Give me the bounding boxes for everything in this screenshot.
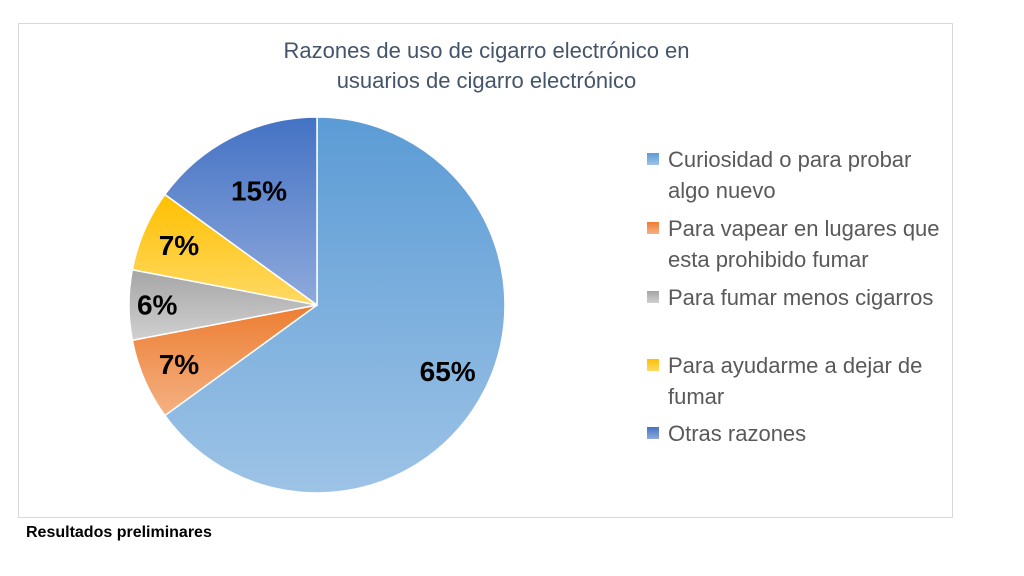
legend-label-line: fumar <box>668 384 725 409</box>
legend-label: Curiosidad o para probar algo nuevo <box>668 144 911 206</box>
legend-label-line: esta prohibido fumar <box>668 247 869 272</box>
legend-label-line: algo nuevo <box>668 178 776 203</box>
footnote: Resultados preliminares <box>26 524 212 541</box>
data-label-2: 7% <box>159 349 200 380</box>
chart-frame: Razones de uso de cigarro electrónico en… <box>18 23 953 518</box>
legend-label: Para ayudarme a dejar de fumar <box>668 350 922 412</box>
legend-label-line: Otras razones <box>668 421 807 446</box>
data-label-3: 6% <box>137 290 178 321</box>
data-label-5: 15% <box>231 176 287 207</box>
legend-label: Para vapear en lugares que esta prohibido… <box>668 213 940 275</box>
pie-slice-5 <box>163 116 318 307</box>
legend-swatch <box>647 427 659 439</box>
legend-label-line: Para vapear en lugares que <box>668 216 940 241</box>
legend-label-line: Curiosidad o para probar <box>668 147 912 172</box>
chart-title-line-1: Razones de uso de cigarro electrónico en <box>283 38 690 63</box>
data-label-4: 7% <box>159 230 200 261</box>
pie-chart: 65% 7% 6% 7% 15% <box>128 116 506 494</box>
legend-swatch <box>647 222 659 234</box>
legend-label: Otras razones <box>668 418 806 449</box>
chart-title: Razones de uso de cigarro electrónico en… <box>19 36 954 96</box>
legend-swatch <box>647 291 659 303</box>
legend-swatch <box>647 153 659 165</box>
legend-label-line: Para fumar menos cigarros <box>668 285 934 310</box>
legend-label-line: Para ayudarme a dejar de <box>668 353 923 378</box>
legend-item-3: Para fumar menos cigarros <box>647 282 933 313</box>
legend-label: Para fumar menos cigarros <box>668 282 933 313</box>
legend-item-2: Para vapear en lugares que esta prohibido… <box>647 213 940 275</box>
legend-item-1: Curiosidad o para probar algo nuevo <box>647 144 911 206</box>
legend-swatch <box>647 359 659 371</box>
pie-slice-1 <box>163 116 506 494</box>
chart-title-line-2: usuarios de cigarro electrónico <box>336 68 637 93</box>
legend-item-4: Para ayudarme a dejar de fumar <box>647 350 922 412</box>
data-label-1: 65% <box>420 356 476 387</box>
legend-item-5: Otras razones <box>647 418 806 449</box>
